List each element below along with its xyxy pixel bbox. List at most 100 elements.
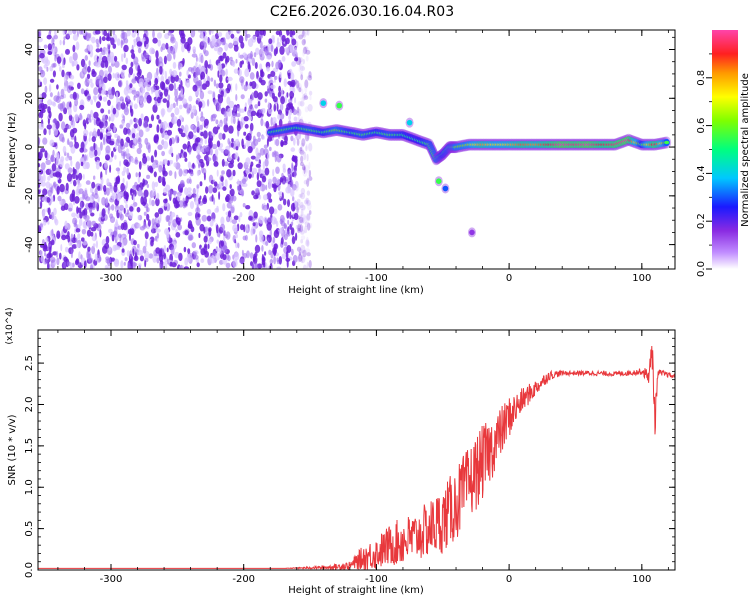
- y-tick-label: 2.0: [24, 397, 35, 413]
- noise-speckle: [48, 110, 52, 119]
- noise-speckle: [282, 163, 286, 170]
- noise-speckle: [230, 206, 235, 214]
- x-tick-label: -300: [100, 574, 123, 585]
- noise-speckle: [96, 43, 100, 48]
- snr-series-line: [38, 346, 675, 570]
- noise-speckle: [42, 219, 47, 226]
- noise-speckle: [253, 194, 259, 200]
- noise-speckle: [302, 58, 306, 65]
- noise-speckle: [254, 62, 258, 69]
- noise-speckle: [298, 248, 303, 255]
- noise-speckle: [102, 136, 106, 146]
- noise-speckle: [103, 185, 107, 192]
- noise-speckle: [169, 159, 174, 165]
- noise-speckle: [93, 95, 97, 103]
- noise-speckle: [69, 74, 75, 80]
- noise-speckle: [211, 143, 218, 150]
- noise-speckle: [304, 221, 309, 228]
- noise-speckle: [302, 49, 305, 57]
- noise-speckle: [136, 41, 143, 47]
- noise-speckle: [273, 247, 277, 257]
- noise-speckle: [115, 72, 120, 81]
- noise-speckle: [297, 100, 303, 107]
- noise-speckle: [268, 198, 273, 203]
- noise-speckle: [186, 107, 191, 114]
- noise-speckle: [239, 54, 244, 59]
- noise-speckle: [281, 192, 284, 201]
- noise-speckle: [283, 241, 288, 247]
- noise-speckle: [220, 39, 226, 46]
- noise-speckle: [286, 231, 291, 237]
- noise-speckle: [302, 46, 308, 55]
- noise-speckle: [251, 92, 255, 101]
- noise-speckle: [296, 201, 300, 207]
- noise-speckle: [62, 30, 66, 36]
- noise-speckle: [175, 154, 178, 163]
- noise-speckle: [225, 31, 231, 40]
- noise-speckle: [138, 129, 144, 138]
- noise-speckle: [89, 195, 95, 204]
- noise-speckle: [165, 42, 169, 50]
- noise-speckle: [137, 188, 143, 197]
- noise-speckle: [221, 158, 225, 167]
- noise-speckle: [81, 228, 87, 235]
- noise-speckle: [38, 66, 43, 72]
- noise-speckle: [89, 113, 92, 123]
- noise-speckle: [291, 38, 297, 46]
- noise-speckle: [38, 151, 43, 159]
- noise-speckle: [177, 152, 180, 160]
- noise-speckle: [54, 30, 57, 36]
- noise-speckle: [298, 57, 303, 63]
- noise-speckle: [238, 35, 244, 44]
- noise-speckle: [277, 59, 282, 69]
- noise-speckle: [133, 240, 137, 246]
- noise-speckle: [95, 38, 100, 45]
- noise-speckle: [126, 148, 130, 155]
- noise-speckle: [91, 136, 97, 143]
- noise-speckle: [172, 61, 177, 69]
- colorbar: 0.0 0.2 0.4 0.6 0.8 Normalized spectral ampl…: [696, 30, 750, 277]
- noise-speckle: [64, 246, 69, 253]
- noise-speckle: [78, 172, 83, 181]
- noise-speckle: [277, 204, 283, 211]
- noise-speckle: [146, 213, 150, 221]
- noise-speckle: [293, 169, 297, 178]
- noise-speckle: [75, 243, 80, 248]
- colorbar-tick-label: 0.4: [696, 165, 707, 181]
- noise-speckle: [263, 144, 268, 149]
- noise-speckle: [143, 81, 148, 88]
- noise-speckle: [115, 167, 121, 172]
- noise-speckle: [147, 165, 154, 173]
- noise-speckle: [52, 102, 57, 107]
- noise-speckle: [305, 49, 311, 55]
- noise-speckle: [283, 78, 287, 88]
- noise-speckle: [298, 66, 301, 72]
- noise-speckle: [118, 233, 122, 239]
- noise-speckle: [139, 255, 144, 262]
- noise-speckle: [149, 197, 152, 206]
- noise-speckle: [91, 70, 97, 78]
- noise-speckle: [291, 236, 296, 245]
- noise-speckle: [125, 80, 129, 86]
- noise-speckle: [235, 58, 238, 64]
- noise-speckle: [82, 161, 88, 170]
- noise-speckle: [228, 100, 235, 109]
- noise-speckle: [289, 90, 295, 99]
- noise-speckle: [278, 118, 283, 127]
- noise-speckle: [253, 253, 256, 262]
- noise-speckle: [291, 221, 294, 226]
- noise-speckle: [290, 135, 294, 142]
- noise-speckle: [195, 81, 201, 87]
- noise-speckle: [177, 61, 181, 71]
- noise-speckle: [59, 133, 65, 142]
- noise-speckle: [166, 53, 172, 62]
- noise-speckle: [138, 250, 144, 256]
- noise-speckle: [289, 43, 295, 53]
- noise-speckle: [244, 33, 248, 42]
- noise-speckle: [120, 182, 125, 192]
- noise-speckle: [69, 262, 73, 269]
- noise-speckle: [105, 187, 110, 196]
- noise-speckle: [169, 138, 173, 147]
- noise-speckle: [116, 193, 122, 202]
- noise-speckle: [260, 79, 266, 86]
